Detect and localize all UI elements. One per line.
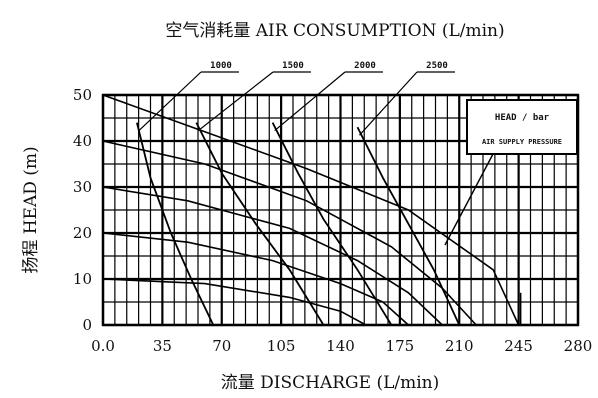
air-consumption-label: 1500 <box>282 61 304 71</box>
plot-frame <box>101 93 580 327</box>
air-consumption-label: 2500 <box>426 61 448 71</box>
x-tick-label: 0.0 <box>91 337 115 355</box>
air-consumption-curve <box>271 122 393 326</box>
y-tick-label: 10 <box>73 270 92 288</box>
x-tick-label: 105 <box>267 337 296 355</box>
leader-line <box>197 71 274 132</box>
chart-title: 空气消耗量 AIR CONSUMPTION (L/min) <box>165 21 504 41</box>
air-consumption-curve <box>195 122 325 326</box>
x-axis-label: 流量 DISCHARGE (L/min) <box>221 373 440 393</box>
x-tick-label: 210 <box>445 337 474 355</box>
air-consumption-curve <box>136 122 215 326</box>
y-tick-label: 20 <box>73 224 92 242</box>
leader-line <box>138 71 202 132</box>
legend-box <box>466 99 578 155</box>
y-tick-label: 30 <box>73 178 92 196</box>
y-tick-label: 50 <box>73 86 92 104</box>
leader-line <box>444 153 494 246</box>
legend-title: HEAD / bar <box>495 113 550 123</box>
x-tick-label: 70 <box>212 337 231 355</box>
y-tick-label: 0 <box>82 316 92 334</box>
pressure-curve <box>102 140 477 326</box>
air-consumption-label: 1000 <box>210 61 232 71</box>
leader-line <box>274 71 346 132</box>
y-tick-label: 40 <box>73 132 92 150</box>
x-tick-label: 245 <box>504 337 533 355</box>
air-consumption-label: 2000 <box>354 61 376 71</box>
y-axis-label: 扬程 HEAD (m) <box>21 146 41 273</box>
air-consumption-curve <box>356 126 461 326</box>
legend-subtitle: AIR SUPPLY PRESSURE <box>482 138 562 146</box>
leader-line <box>359 71 418 136</box>
x-tick-label: 280 <box>564 337 593 355</box>
pressure-curve <box>102 278 367 326</box>
x-tick-label: 175 <box>386 337 415 355</box>
pressure-curve <box>102 94 520 326</box>
x-tick-label: 35 <box>153 337 172 355</box>
pressure-curve <box>102 186 443 326</box>
x-tick-label: 140 <box>326 337 355 355</box>
